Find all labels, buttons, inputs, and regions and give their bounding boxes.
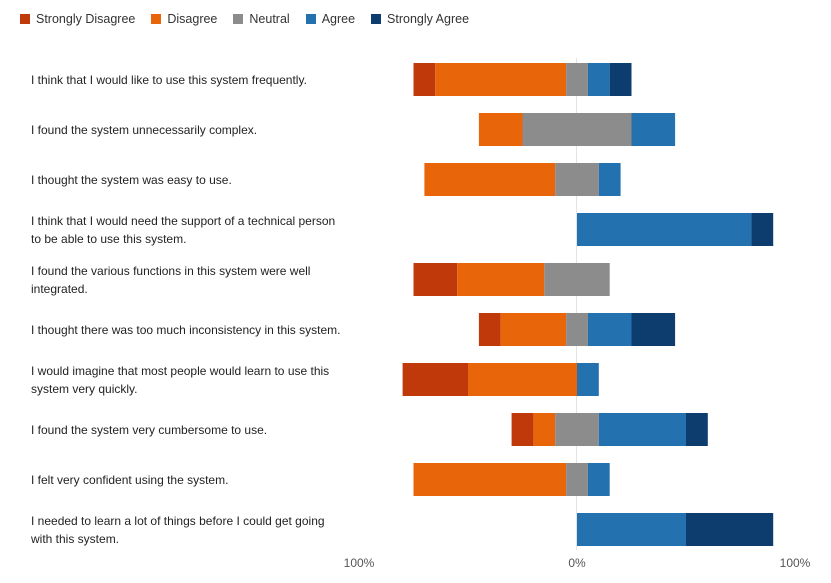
bar-segment-disagree bbox=[413, 463, 567, 496]
question-label: I would imagine that most people would l… bbox=[31, 364, 330, 396]
bar-segment-strongly-agree bbox=[609, 63, 632, 96]
bar-segment-strongly-agree bbox=[631, 313, 676, 346]
bar-segment-neutral bbox=[555, 163, 599, 196]
bar-segment-neutral bbox=[566, 463, 588, 496]
bar-segment-strongly-disagree bbox=[402, 363, 468, 396]
bar-segment-agree bbox=[598, 163, 621, 196]
bar-segment-agree bbox=[631, 113, 676, 146]
bar-segment-disagree bbox=[500, 313, 567, 346]
bar-segment-strongly-disagree bbox=[511, 413, 534, 446]
bar-segment-agree bbox=[577, 213, 752, 246]
bar-segment-neutral bbox=[566, 313, 588, 346]
bar-segment-disagree bbox=[435, 63, 567, 96]
question-label: I found the system unnecessarily complex… bbox=[31, 123, 258, 137]
bar-segment-neutral bbox=[522, 113, 632, 146]
x-tick-label-zero: 0% bbox=[568, 556, 586, 570]
legend-swatch bbox=[151, 14, 162, 24]
question-label: I thought the system was easy to use. bbox=[31, 173, 232, 187]
legend-label: Disagree bbox=[167, 12, 218, 26]
legend-swatch bbox=[233, 14, 244, 24]
legend-swatch bbox=[305, 14, 316, 24]
legend-item-strongly-agree[interactable]: Strongly Agree bbox=[371, 12, 469, 26]
bar-segment-agree bbox=[577, 363, 599, 396]
x-tick-label-right: 100% bbox=[779, 556, 811, 570]
bar-segment-strongly-disagree bbox=[478, 313, 501, 346]
question-label: I found the various functions in this sy… bbox=[31, 264, 311, 296]
bar-segment-agree bbox=[587, 463, 610, 496]
question-label: I felt very confident using the system. bbox=[31, 473, 229, 487]
bar-segment-agree bbox=[577, 513, 686, 546]
x-tick-label-left: 100% bbox=[343, 556, 375, 570]
bar-segment-strongly-agree bbox=[751, 213, 774, 246]
bar-segment-strongly-agree bbox=[686, 513, 774, 546]
bar-segment-disagree bbox=[533, 413, 556, 446]
legend-swatch bbox=[371, 14, 382, 24]
question-label: I needed to learn a lot of things before… bbox=[31, 514, 325, 546]
legend-item-agree[interactable]: Agree bbox=[305, 12, 356, 26]
bar-segment-agree bbox=[598, 413, 686, 446]
bar-segment-neutral bbox=[555, 413, 599, 446]
bar-segment-agree bbox=[587, 63, 610, 96]
legend-item-strongly-disagree[interactable]: Strongly Disagree bbox=[20, 12, 135, 26]
bar-segment-agree bbox=[587, 313, 632, 346]
bar-segment-neutral bbox=[566, 63, 588, 96]
bar-segment-neutral bbox=[544, 263, 610, 296]
legend-label: Agree bbox=[321, 12, 356, 26]
bar-segment-disagree bbox=[457, 263, 545, 296]
bar-segment-disagree bbox=[424, 163, 556, 196]
legend-label: Strongly Agree bbox=[387, 12, 470, 26]
bar-segment-strongly-disagree bbox=[413, 63, 436, 96]
legend: Strongly Disagree Disagree Neutral Agree… bbox=[20, 10, 485, 28]
legend-item-neutral[interactable]: Neutral bbox=[233, 12, 290, 26]
legend-label: Neutral bbox=[249, 12, 290, 26]
bar-segment-strongly-agree bbox=[686, 413, 708, 446]
question-label: I think that I would like to use this sy… bbox=[31, 73, 307, 87]
bar-segment-disagree bbox=[468, 363, 577, 396]
bar-segment-disagree bbox=[478, 113, 523, 146]
bar-segment-strongly-disagree bbox=[413, 263, 458, 296]
question-label: I thought there was too much inconsisten… bbox=[31, 323, 341, 337]
question-label: I found the system very cumbersome to us… bbox=[31, 423, 268, 437]
question-label: I think that I would need the support of… bbox=[31, 214, 336, 246]
legend-label: Strongly Disagree bbox=[36, 12, 136, 26]
legend-item-disagree[interactable]: Disagree bbox=[151, 12, 217, 26]
bars-group bbox=[402, 63, 774, 546]
legend-swatch bbox=[20, 14, 30, 24]
